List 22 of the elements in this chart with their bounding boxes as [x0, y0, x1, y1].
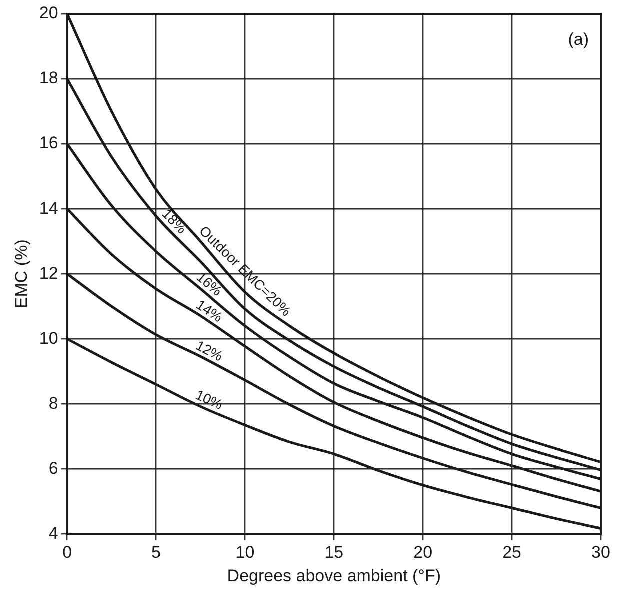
text: 18% [159, 206, 190, 237]
y-tick-label: 18 [39, 68, 58, 88]
y-tick-label: 20 [39, 4, 58, 23]
x-tick-label: 20 [414, 543, 433, 562]
y-tick-label: 16 [39, 134, 58, 153]
y-tick-label: 8 [48, 394, 58, 413]
x-tick-label: 25 [502, 543, 522, 562]
text: 10% [193, 386, 226, 413]
y-axis-title: EMC (%) [12, 240, 31, 309]
y-tick-label: 6 [48, 458, 58, 478]
x-axis-title: Degrees above ambient (°F) [227, 566, 442, 586]
text: 12% [193, 337, 226, 364]
annotation: (a) [568, 30, 589, 50]
x-tick-label: 15 [324, 543, 344, 562]
y-tick-label: 10 [39, 328, 58, 348]
x-tick-label: 10 [236, 543, 255, 562]
x-tick-label: 30 [592, 543, 610, 562]
y-tick-label: 12 [39, 264, 58, 283]
x-tick-label: 5 [152, 543, 161, 562]
y-tick-label: 14 [39, 198, 58, 218]
y-tick-label: 4 [48, 524, 58, 543]
x-tick-label: 0 [62, 543, 72, 562]
